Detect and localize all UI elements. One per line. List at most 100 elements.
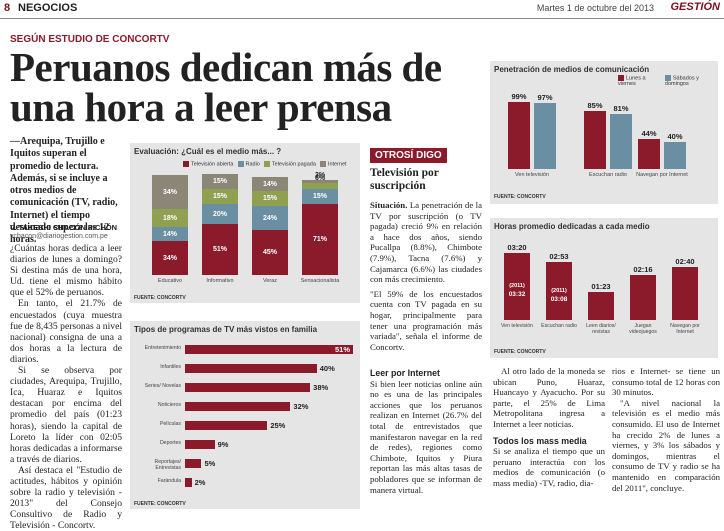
bar-segment: 24%: [252, 206, 288, 230]
bar: [588, 292, 614, 320]
subhead: Todos los mass media: [493, 435, 587, 446]
bar-value-label: 40%: [667, 131, 683, 141]
bar-value-label: 02:40: [675, 256, 695, 266]
subhead: Leer por Internet: [370, 368, 440, 378]
paragraph: "El 59% de los encuestados cuenta con TV…: [370, 288, 482, 352]
x-tick-label: Navegan por Internet: [636, 172, 688, 178]
chart-source: FUENTE: CONCORTV: [494, 194, 546, 200]
bar-segment: 51%: [202, 224, 238, 275]
comparison-tag: (2011): [509, 283, 525, 290]
paragraph: "A nivel nacional la televisión es el me…: [612, 397, 720, 493]
bar: [664, 141, 686, 169]
author-email: vchacon@diariogestion.com.pe: [10, 233, 108, 240]
bar: [584, 111, 606, 169]
bar: [185, 383, 311, 392]
bar: [185, 440, 215, 449]
y-tick-label: Entretenimiento: [144, 345, 181, 351]
chart-title: Tipos de programas de TV más vistos en f…: [134, 325, 318, 334]
bar: [630, 274, 656, 320]
bar-segment: 15%: [202, 189, 238, 204]
paragraph: Al otro lado de la moneda se ubican Puno…: [493, 366, 605, 429]
headline: Peruanos dedican más de una hora a leer …: [10, 44, 442, 130]
kicker: SEGÚN ESTUDIO DE CONCORTV: [10, 34, 170, 45]
x-tick-label: Ven televisión: [515, 172, 549, 178]
legend-item: Internet: [319, 161, 347, 167]
paragraph: Si bien leer noticias online aún no es u…: [370, 378, 482, 495]
legend-item: Radio: [237, 161, 260, 167]
comparison-value: 03:08: [550, 296, 568, 304]
bar: [185, 459, 202, 468]
hours-chart-panel: Horas promedio dedicadas a cada medio 03…: [490, 218, 718, 358]
page-header: [0, 0, 724, 19]
bar-value-label: 85%: [587, 101, 603, 111]
horizontal-bars: Entretenimiento 51% Infantiles 40% Series/ N…: [130, 339, 360, 494]
y-tick-label: Noticieros: [157, 402, 181, 408]
issue-date: Martes 1 de octubre del 2013: [536, 3, 654, 13]
x-tick-label: Informativo: [206, 278, 234, 284]
grouped-bars: 99% 97% Ven televisión 85% 81% Escuchan radio…: [490, 83, 718, 195]
y-tick-label: Series/ Novelas: [144, 383, 181, 389]
bar-value-label: 99%: [511, 91, 527, 101]
bar-value-label: 44%: [641, 129, 657, 139]
paragraph: En tanto, el 21.7% de encuestados (cuya …: [10, 298, 122, 365]
bar: [546, 262, 572, 320]
bar: [672, 266, 698, 320]
bar: [508, 101, 530, 169]
bar-value-label: 6%: [314, 175, 326, 182]
sidebar-title: Televisión por suscripción: [370, 167, 439, 192]
lead-paragraph: —Arequipa, Trujillo e Iquitos superan el…: [10, 136, 118, 246]
bar-value-label: 97%: [537, 93, 553, 103]
legend-row: Lunes a viernes Sábados y domingos: [618, 75, 718, 87]
bar: [610, 113, 632, 169]
y-tick-label: Deportes: [159, 440, 181, 446]
bar-segment: 15%: [302, 189, 338, 204]
bar-value-label: 81%: [613, 103, 629, 113]
x-tick-label: Sensacionalista: [300, 278, 340, 284]
legend-row: Televisión abierta Radio Televisión paga…: [183, 161, 361, 167]
paragraph: Si se observa por ciudades, Arequipa, Tr…: [10, 365, 122, 465]
x-tick-label: Educativo: [157, 278, 183, 284]
sidebar-body: Situación. La penetración de la TV por s…: [370, 200, 482, 356]
bar: [534, 103, 556, 169]
paragraph: ¿Cuántas horas dedica a leer diarios de …: [10, 243, 122, 299]
page-number: 8: [4, 2, 11, 14]
y-tick-label: Farándula: [157, 478, 181, 484]
x-tick-label: Veraz: [262, 278, 278, 284]
evaluation-chart-panel: Evaluación: ¿Cuál es el medio más... ? T…: [130, 143, 360, 303]
body-column-5: rios e Internet- se tiene un consumo tot…: [612, 366, 720, 493]
x-tick-label: Escuchan radio: [541, 323, 577, 329]
vertical-bars: 03:20 (2011) 03:32 Ven televisión 02:53 (2011…: [490, 234, 718, 346]
bar-segment: 14%: [252, 177, 288, 191]
body-column-4: Al otro lado de la moneda se ubican Puno…: [493, 366, 605, 489]
paragraph: Así destaca el "Estudio de actitudes, há…: [10, 464, 122, 531]
chart-title: Penetración de medios de comunicación: [494, 65, 650, 74]
bar-segment: 34%: [152, 241, 188, 275]
bar-segment: 20%: [202, 204, 238, 224]
newspaper-brand: GESTIÓN: [670, 1, 720, 13]
stacked-bars: 34% 14% 18% 34% Educativo 51% 20% 15% 15% Informa…: [130, 171, 360, 289]
x-tick-label: Leen diarios/ revistas: [586, 323, 616, 335]
bar-segment: 71%: [302, 204, 338, 275]
chart-title: Evaluación: ¿Cuál es el medio más... ?: [134, 147, 282, 156]
bar-segment: 45%: [252, 230, 288, 275]
bar: [185, 478, 192, 487]
y-tick-label: Infantiles: [160, 364, 181, 370]
bar-segment: 14%: [152, 227, 188, 241]
paragraph: Si se analiza el tiempo que un peruano i…: [493, 446, 605, 488]
bar-value-label: 2%: [194, 478, 206, 487]
bar-value-label: 3%: [314, 172, 326, 179]
x-tick-label: Navegan por Internet: [670, 323, 700, 335]
bar-segment: 18%: [152, 209, 188, 227]
legend-item: Televisión abierta: [183, 161, 234, 167]
bar-value-label: 25%: [270, 421, 286, 430]
x-tick-label: Escuchan radio: [589, 172, 627, 178]
y-tick-label: Reportajes/ Entrevistas: [154, 459, 181, 471]
bar-value-label: 51%: [335, 345, 351, 354]
programs-chart-panel: Tipos de programas de TV más vistos en f…: [130, 321, 360, 509]
chart-title: Horas promedio dedicadas a cada medio: [494, 222, 650, 231]
comparison-tag: (2011): [551, 288, 567, 295]
bar: [185, 345, 353, 354]
bar-value-label: 03:20: [507, 243, 527, 253]
sidebar-tag: OTROSÍ DIGO: [370, 148, 447, 163]
bar-value-label: 5%: [204, 459, 216, 468]
